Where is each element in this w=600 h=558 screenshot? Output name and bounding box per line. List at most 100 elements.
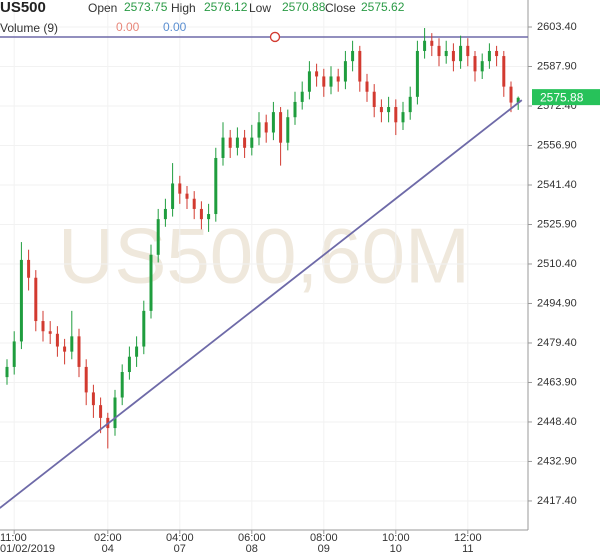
candle-body (41, 321, 45, 332)
candle-body (171, 183, 175, 209)
candle-body (99, 405, 103, 418)
candle-body (480, 61, 484, 72)
y-tick-label: 2463.90 (537, 376, 577, 388)
y-tick-label: 2479.40 (537, 337, 577, 349)
candle-body (235, 137, 239, 148)
candle-body (84, 366, 88, 393)
y-tick-label: 2525.90 (537, 218, 577, 230)
x-tick-time: 08:00 (310, 532, 338, 544)
candle-body (487, 50, 491, 62)
y-tick-label: 2417.40 (537, 495, 577, 507)
legend-value: 2570.88 (282, 0, 326, 14)
candle-body (91, 392, 95, 406)
legend-label: Low (249, 1, 271, 15)
x-tick-date: 10 (390, 543, 402, 555)
price-box (532, 89, 600, 106)
candle-body (185, 193, 189, 199)
candle-body (257, 122, 261, 138)
legend-label: Open (88, 1, 117, 15)
candle-body (423, 40, 427, 51)
y-tick-label: 2510.40 (537, 258, 577, 270)
candle-body (351, 50, 355, 62)
candle-body (329, 76, 333, 87)
x-tick-time: 04:00 (166, 532, 194, 544)
candle-body (120, 372, 124, 398)
candle-body (156, 219, 160, 255)
y-tick-label: 2556.90 (537, 139, 577, 151)
candle-body (113, 397, 117, 429)
candle-body (516, 97, 520, 103)
volume-value: 0.00 (163, 20, 187, 34)
candle-body (358, 50, 362, 82)
volume-value: 0.00 (116, 20, 140, 34)
x-tick-time: 02:00 (94, 532, 122, 544)
legend-label: High (171, 1, 196, 15)
candle-body (70, 336, 74, 352)
candle-body (300, 91, 304, 102)
x-tick-time: 06:00 (238, 532, 266, 544)
trendline (0, 99, 523, 509)
candle-body (12, 341, 16, 367)
legend-value: 2573.75 (124, 0, 168, 14)
candle-body (444, 50, 448, 57)
candle-body (214, 157, 218, 215)
y-tick-label: 2603.40 (537, 21, 577, 33)
candle-body (322, 76, 326, 87)
candle-body (192, 198, 196, 209)
candle-body (495, 50, 499, 57)
candle-body (207, 214, 211, 220)
candle-body (250, 137, 254, 148)
candle-body (459, 45, 463, 62)
candle-body (264, 122, 268, 133)
y-tick-label: 2432.90 (537, 455, 577, 467)
candle-body (48, 331, 52, 334)
x-tick-time: 11:00 (0, 532, 27, 544)
x-tick-date: 07 (174, 543, 186, 555)
candle-body (27, 259, 31, 278)
candle-body (178, 183, 182, 194)
candle-body (163, 208, 167, 220)
y-tick-label: 2541.40 (537, 179, 577, 191)
candle-body (286, 117, 290, 143)
title: US500 (0, 0, 46, 16)
candle-body (77, 336, 81, 367)
candle-body (19, 259, 23, 342)
candle-body (365, 81, 369, 92)
x-tick-date: 08 (246, 543, 258, 555)
candle-body (343, 61, 347, 82)
candle-body (5, 366, 9, 378)
legend-label: Close (325, 1, 356, 15)
x-tick-date: 01/02/2019 (0, 543, 55, 555)
candle-body (372, 91, 376, 108)
candle-body (307, 71, 311, 92)
candle-body (394, 107, 398, 123)
candle-body (279, 112, 283, 143)
candle-body (63, 346, 67, 352)
candle-body (271, 112, 275, 133)
candle-body (293, 101, 297, 118)
candle-body (466, 45, 470, 57)
candle-body (34, 277, 38, 322)
x-tick-time: 12:00 (454, 532, 482, 544)
x-tick-date: 09 (318, 543, 330, 555)
volume-label: Volume (9) (0, 21, 58, 35)
candle-body (430, 40, 434, 46)
candle-body (315, 71, 319, 77)
candle-body (509, 86, 513, 103)
candle-body (473, 56, 477, 72)
candle-body (502, 56, 506, 87)
candle-body (336, 76, 340, 82)
candle-body (379, 107, 383, 113)
price-label: 2575.88 (540, 90, 584, 104)
candle-body (142, 310, 146, 347)
candle-body (401, 112, 405, 123)
candle-body (228, 137, 232, 148)
candle-body (135, 346, 139, 357)
line-handle (269, 31, 281, 43)
x-tick-date: 04 (102, 543, 114, 555)
candle-body (199, 208, 203, 220)
candle-body (408, 96, 412, 113)
candle-body (243, 137, 247, 148)
x-tick-time: 10:00 (382, 532, 410, 544)
